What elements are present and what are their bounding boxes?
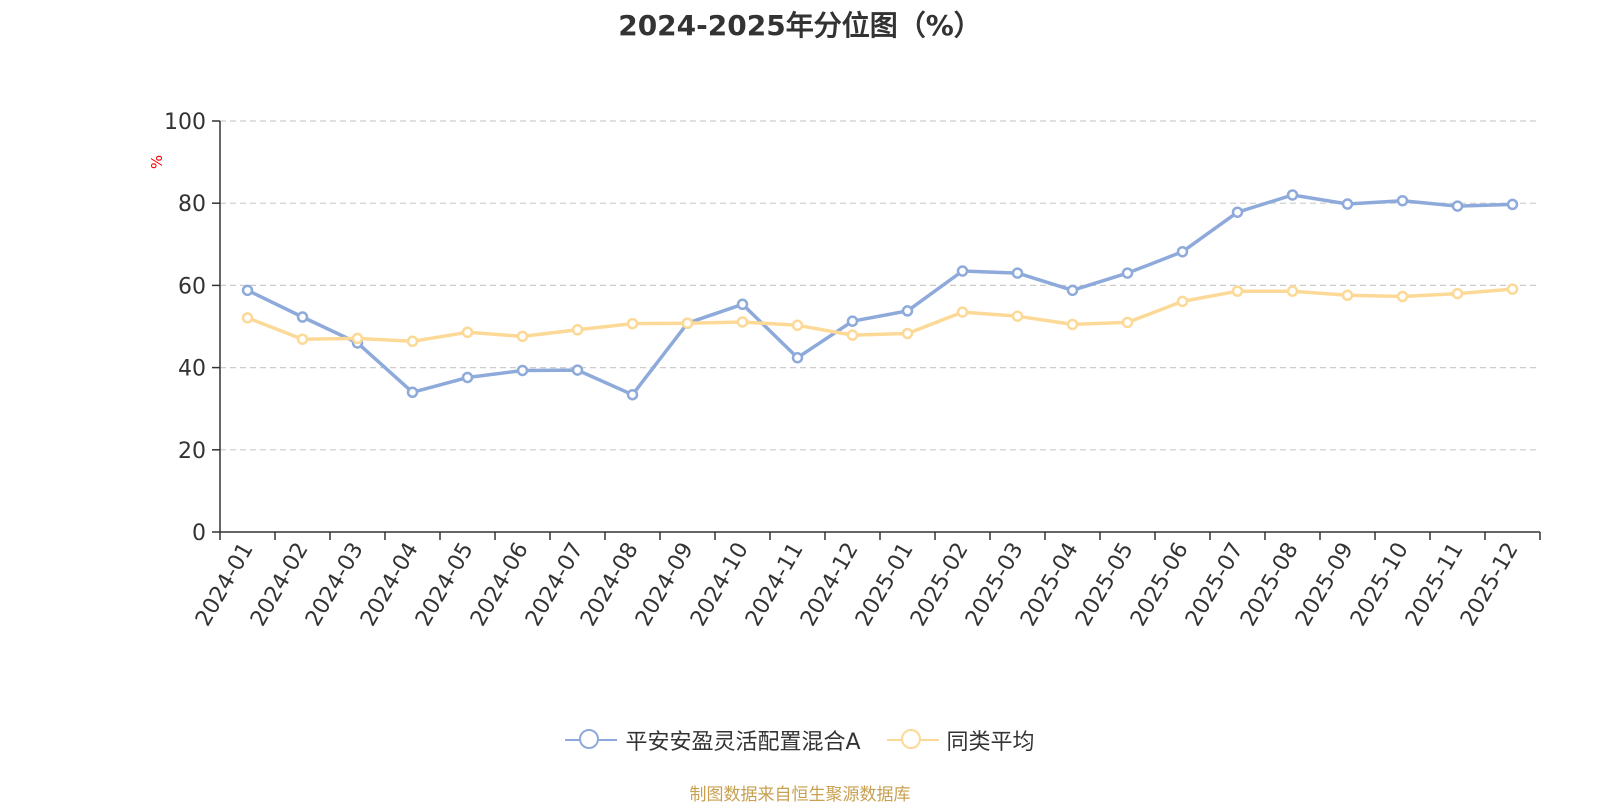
data-point-series-0	[1066, 284, 1079, 297]
data-source-note: 制图数据来自恒生聚源数据库	[689, 785, 911, 805]
y-tick-label: 20	[178, 439, 206, 464]
data-point-series-0	[296, 311, 309, 323]
data-point-series-1	[1121, 316, 1134, 329]
data-point-series-0	[1176, 245, 1189, 258]
data-point-series-1	[791, 319, 804, 332]
data-point-series-0	[1286, 189, 1299, 201]
data-point-series-1	[846, 329, 859, 341]
data-point-series-1	[626, 317, 639, 330]
data-point-series-1	[1176, 295, 1189, 308]
data-point-series-1	[1506, 283, 1519, 295]
data-point-series-0	[1121, 267, 1134, 279]
data-point-series-1	[1066, 318, 1079, 331]
data-point-series-0	[1011, 267, 1024, 279]
data-point-series-0	[1341, 198, 1354, 210]
data-point-series-0	[516, 364, 529, 377]
data-point-series-1	[296, 333, 309, 345]
y-axis-label: %	[148, 155, 166, 169]
data-point-series-0	[791, 351, 804, 364]
data-point-series-1	[1396, 290, 1409, 303]
data-point-series-1	[461, 326, 474, 339]
data-point-series-1	[1011, 310, 1024, 322]
data-point-series-0	[626, 388, 639, 401]
data-point-series-1	[1341, 289, 1354, 302]
series-line-0	[245, 193, 1515, 397]
legend-swatch-fund	[565, 728, 618, 752]
data-point-series-1	[1286, 285, 1299, 297]
data-point-series-1	[901, 327, 914, 340]
data-point-series-1	[1231, 285, 1244, 297]
data-point-series-1	[571, 324, 584, 336]
data-point-series-0	[1231, 206, 1244, 218]
legend-label-fund: 平安安盈灵活配置混合A	[625, 730, 861, 755]
data-point-series-0	[956, 265, 969, 277]
legend-label-average: 同类平均	[946, 730, 1035, 755]
data-point-series-0	[846, 315, 859, 327]
y-tick-label: 0	[192, 521, 206, 546]
data-point-series-1	[681, 317, 694, 329]
data-point-series-0	[571, 364, 584, 376]
data-point-series-1	[351, 332, 364, 345]
data-point-series-0	[1451, 200, 1464, 212]
data-point-series-1	[241, 312, 254, 324]
data-point-series-0	[461, 371, 474, 384]
legend-swatch-average	[886, 728, 939, 752]
data-point-series-1	[736, 316, 749, 328]
legend: 平安安盈灵活配置混合A 同类平均	[0, 724, 1600, 756]
data-point-series-0	[406, 386, 419, 399]
data-point-series-1	[1451, 287, 1464, 300]
data-point-series-0	[1506, 198, 1519, 211]
data-point-series-1	[406, 335, 419, 348]
data-point-series-0	[901, 305, 914, 317]
legend-item-average[interactable]: 同类平均	[886, 724, 1035, 756]
data-point-series-0	[736, 298, 749, 311]
y-tick-label: 60	[178, 274, 206, 299]
y-tick-label: 80	[178, 192, 206, 217]
legend-item-fund[interactable]: 平安安盈灵活配置混合A	[565, 724, 861, 756]
chart-title: 2024-2025年分位图（%）	[618, 9, 982, 42]
data-point-series-0	[241, 284, 254, 297]
data-point-series-1	[516, 330, 529, 343]
y-tick-label: 100	[164, 110, 206, 135]
series-line-1	[245, 287, 1515, 344]
data-point-series-1	[956, 306, 969, 318]
data-point-series-0	[1396, 194, 1409, 207]
y-tick-label: 40	[178, 357, 206, 382]
